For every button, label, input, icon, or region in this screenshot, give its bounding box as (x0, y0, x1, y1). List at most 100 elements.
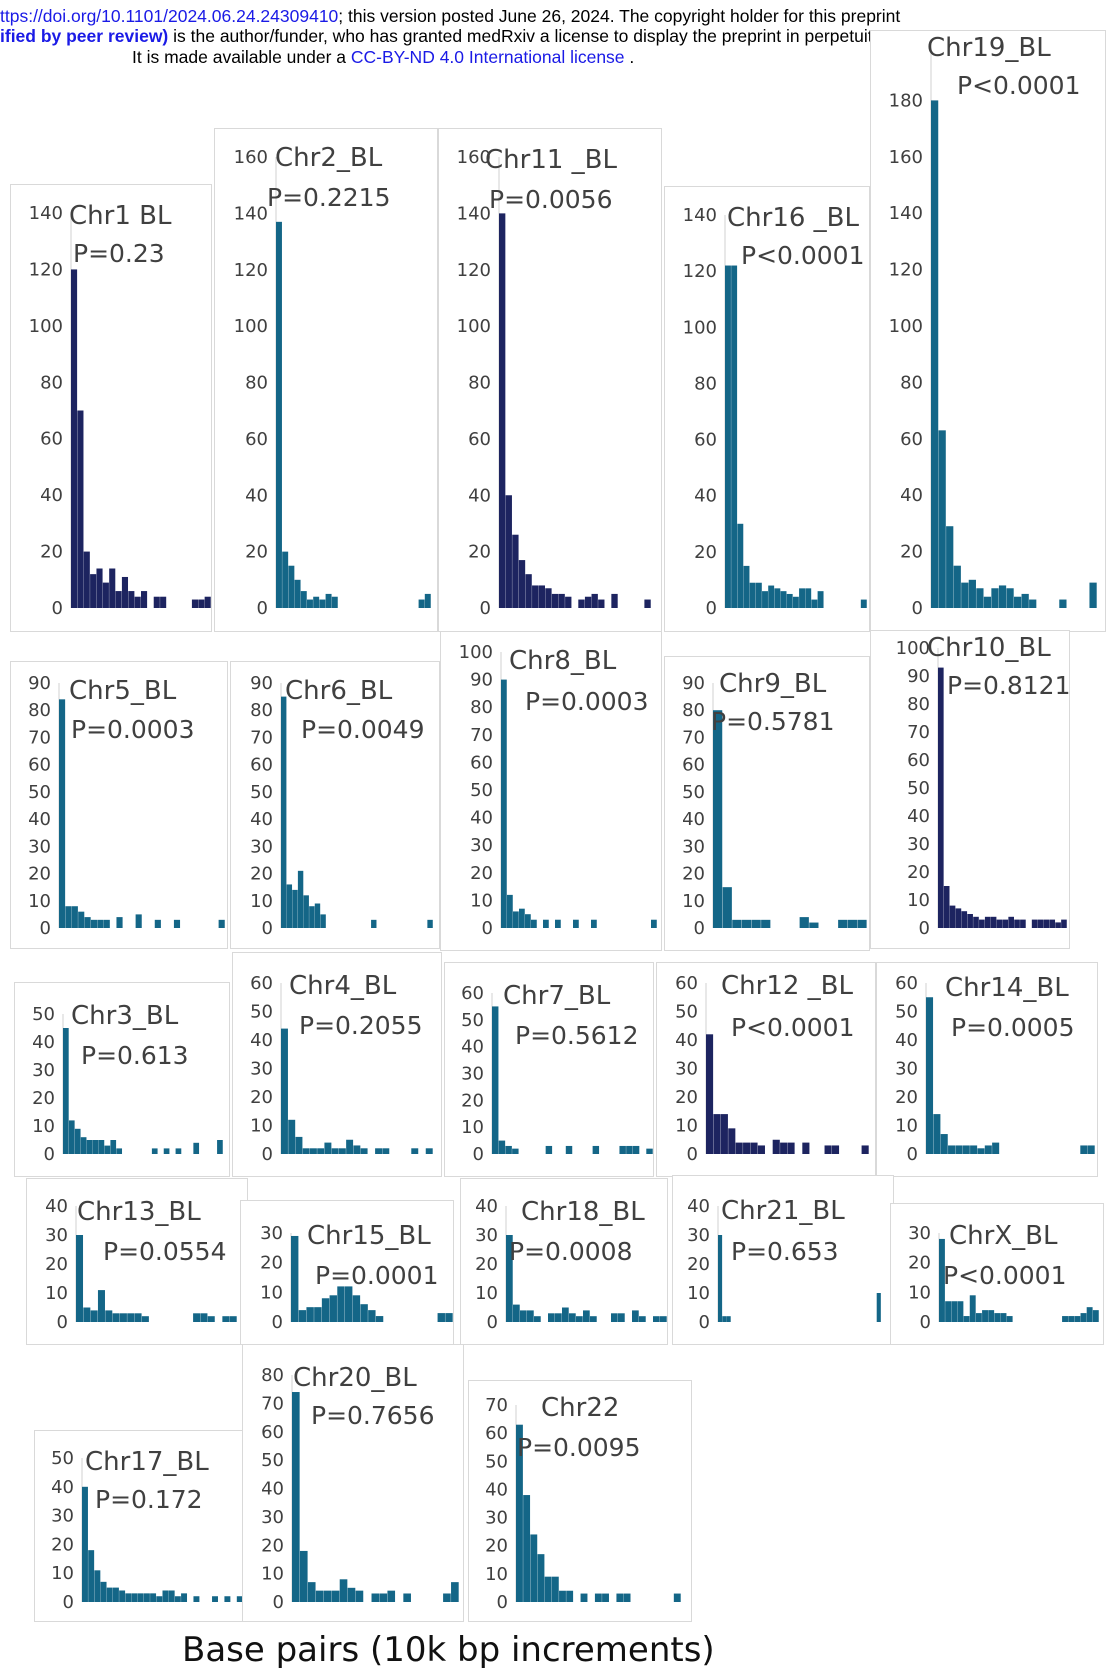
histogram-bar (76, 1235, 84, 1322)
histogram-bar (592, 1145, 600, 1154)
histogram-bar (1061, 919, 1067, 928)
histogram-bar (1002, 919, 1009, 928)
histogram-bar (726, 1316, 731, 1322)
histogram-bar (1062, 1316, 1068, 1322)
y-tick-label: 40 (682, 809, 705, 830)
histogram-bar (741, 919, 752, 928)
y-tick-label: 60 (468, 429, 491, 450)
panel-p-value: P<0.0001 (957, 71, 1081, 100)
histogram-svg-chr22: 0 10 20 30 40 50 60 70 (485, 1395, 681, 1613)
y-tick-label: 20 (261, 1535, 284, 1556)
y-tick-label: 70 (907, 722, 930, 743)
y-tick-label: 40 (245, 485, 268, 506)
y-tick-label: 30 (895, 1059, 918, 1080)
histogram-bar (307, 599, 313, 608)
panel-title: Chr15_BL (307, 1221, 431, 1251)
histogram-bar (706, 1034, 714, 1154)
histogram-bar (555, 919, 561, 928)
histogram-bar (371, 1593, 380, 1602)
y-tick-label: 80 (470, 697, 493, 718)
histogram-bar (799, 917, 809, 928)
histogram-bar (499, 213, 506, 608)
histogram-bar (988, 1310, 995, 1322)
panel-title: Chr18_BL (521, 1197, 645, 1227)
panel-title: ChrX_BL (949, 1221, 1058, 1251)
histogram-bar (141, 1316, 149, 1322)
histogram-bar (506, 1235, 513, 1322)
y-tick-label: 50 (682, 782, 705, 803)
histogram-bar (931, 100, 939, 609)
panel-p-value: P=0.0003 (525, 687, 649, 716)
histogram-bar (339, 1579, 348, 1602)
notice-text-3: It is made available under a (132, 47, 351, 67)
histogram-svg-chr14-bl: 0 10 20 30 40 50 60 (895, 973, 1095, 1165)
histogram-panel-chr8-bl: 0 10 20 30 40 50 60 70 80 90 100 Chr8_BL P=0.0003 (440, 631, 662, 951)
histogram-bar (371, 919, 377, 928)
histogram-bar (151, 1148, 158, 1154)
histogram-svg-chr18-bl: 0 10 20 30 40 (475, 1196, 667, 1333)
histogram-bar (353, 1145, 361, 1154)
histogram-bar (314, 903, 321, 928)
histogram-bar (525, 574, 532, 608)
y-tick-label: 40 (687, 1196, 710, 1217)
histogram-bar (761, 919, 771, 928)
histogram-panel-chr7-bl: 0 10 20 30 40 50 60 Chr7_BL P=0.5612 (444, 962, 654, 1177)
histogram-panel-chr18-bl: 0 10 20 30 40 Chr18_BL P=0.0008 (460, 1178, 668, 1345)
histogram-bar (100, 1581, 107, 1602)
histogram-bar (551, 1576, 559, 1602)
histogram-svg-chr7-bl: 0 10 20 30 40 50 60 (461, 983, 653, 1165)
y-tick-label: 0 (273, 1592, 284, 1613)
y-tick-label: 60 (250, 755, 273, 776)
histogram-bar (1089, 582, 1097, 608)
histogram-bar (545, 1145, 553, 1154)
y-tick-label: 30 (45, 1225, 68, 1246)
panel-title: Chr20_BL (293, 1363, 417, 1393)
histogram-panel-chr12-bl: 0 10 20 30 40 50 60 Chr12 _BL P<0.0001 (656, 962, 876, 1177)
y-tick-label: 0 (919, 918, 930, 939)
histogram-bar (96, 568, 103, 608)
panel-p-value: P=0.0003 (71, 715, 195, 744)
histogram-bar (418, 599, 425, 608)
histogram-svg-chr1-bl: 0 20 40 60 80 100 120 140 (29, 203, 211, 619)
y-tick-label: 60 (28, 755, 51, 776)
histogram-panel-chr4-bl: 0 10 20 30 40 50 60 Chr4_BL P=0.2055 (232, 952, 442, 1177)
y-tick-label: 50 (51, 1448, 74, 1469)
histogram-bar (590, 1316, 597, 1322)
histogram-bar (191, 599, 199, 608)
histogram-bar (317, 1148, 325, 1154)
license-link[interactable]: CC-BY-ND 4.0 International license (350, 47, 625, 67)
y-tick-label: 120 (457, 260, 491, 281)
histogram-bar (975, 1313, 982, 1322)
histogram-panel-chr19-bl: 0 20 40 60 80 100 120 140 160 180 Chr19_BL P<0.0001 (870, 30, 1106, 632)
histogram-bar (1087, 1145, 1095, 1154)
panel-title: Chr13_BL (77, 1197, 201, 1227)
doi-link[interactable]: ttps://doi.org/10.1101/2024.06.24.243094… (0, 6, 339, 26)
histogram-bar (379, 1593, 388, 1602)
y-tick-label: 60 (470, 752, 493, 773)
histogram-bar (743, 1142, 751, 1154)
y-tick-label: 10 (470, 890, 493, 911)
y-tick-label: 50 (250, 1002, 273, 1023)
histogram-bar (632, 1145, 640, 1154)
y-tick-label: 0 (480, 598, 491, 619)
y-tick-label: 20 (675, 1087, 698, 1108)
histogram-svg-chr6-bl: 0 10 20 30 40 50 60 70 80 90 (250, 673, 433, 939)
histogram-bar (548, 1313, 555, 1322)
histogram-bar (137, 1593, 144, 1602)
histogram-svg-chr21-bl: 0 10 20 30 40 (687, 1196, 881, 1333)
preprint-notice-line3: It is made available under a CC-BY-ND 4.… (132, 47, 1106, 68)
histogram-bar (331, 596, 338, 608)
histogram-bar (360, 1304, 368, 1322)
histogram-bar (162, 1590, 169, 1602)
y-tick-label: 80 (261, 1365, 284, 1386)
histogram-bar (163, 1148, 170, 1154)
histogram-bar (355, 1590, 364, 1602)
histogram-bar (990, 916, 997, 928)
y-tick-label: 80 (245, 373, 268, 394)
histogram-bar (573, 919, 579, 928)
histogram-svg-chr11-bl: 0 20 40 60 80 100 120 140 160 (457, 147, 651, 619)
histogram-bar (71, 906, 78, 928)
y-tick-label: 20 (900, 542, 923, 563)
histogram-bar (218, 919, 225, 928)
histogram-bar (525, 914, 531, 928)
